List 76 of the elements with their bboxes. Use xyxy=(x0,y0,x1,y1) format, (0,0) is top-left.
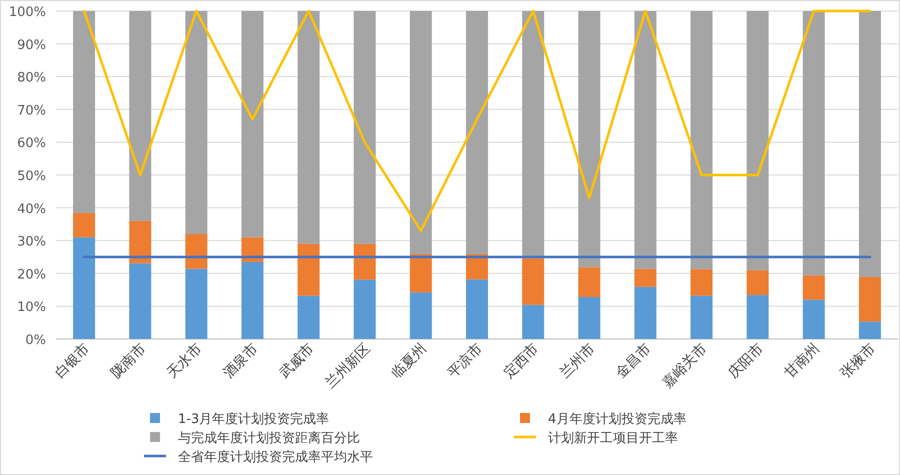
x-tick-label: 平凉市 xyxy=(444,340,486,382)
bar xyxy=(298,296,320,339)
bar xyxy=(578,267,600,298)
bar xyxy=(746,11,769,270)
x-tick-label: 兰州市 xyxy=(557,340,598,382)
bar xyxy=(466,279,488,339)
bar xyxy=(129,263,152,339)
bar xyxy=(634,11,656,269)
bar xyxy=(410,292,432,339)
x-tick-label: 张掖市 xyxy=(838,340,879,382)
bar xyxy=(746,295,769,339)
y-tick-label: 0% xyxy=(25,333,46,348)
x-tick-label: 甘南州 xyxy=(782,340,823,382)
y-tick-label: 20% xyxy=(17,267,46,282)
bar xyxy=(802,11,825,276)
line-series xyxy=(82,10,872,232)
x-tick-label: 陇南市 xyxy=(108,340,150,382)
bar xyxy=(522,304,544,339)
bar xyxy=(185,11,208,234)
y-tick-label: 60% xyxy=(17,136,46,152)
legend-label: 1-3月年度计划投资完成率 xyxy=(178,411,330,427)
bar xyxy=(73,237,96,339)
bar xyxy=(522,258,544,305)
bar xyxy=(466,254,488,280)
x-tick-label: 定西市 xyxy=(500,340,542,382)
bar xyxy=(73,213,96,238)
y-tick-label: 90% xyxy=(17,38,46,53)
y-tick-label: 70% xyxy=(17,103,46,118)
x-tick-label: 武威市 xyxy=(276,340,318,382)
bar xyxy=(298,244,320,296)
bar xyxy=(578,297,600,339)
x-tick-label: 金昌市 xyxy=(613,340,654,382)
bar xyxy=(73,11,96,214)
bar xyxy=(858,322,881,339)
bar xyxy=(410,254,432,292)
x-tick-label: 临夏州 xyxy=(388,340,430,382)
bar xyxy=(802,275,825,300)
bar xyxy=(802,300,825,339)
x-tick-label: 兰州新区 xyxy=(322,340,374,392)
bar xyxy=(746,270,769,296)
bar xyxy=(354,280,376,339)
bar xyxy=(634,268,656,287)
bar xyxy=(129,11,152,221)
bar xyxy=(410,11,432,254)
y-tick-label: 10% xyxy=(17,300,46,316)
bar xyxy=(466,11,488,254)
y-tick-label: 30% xyxy=(17,234,46,250)
y-tick-label: 40% xyxy=(17,202,46,217)
bar xyxy=(129,220,152,264)
y-tick-label: 100% xyxy=(8,5,46,20)
bar xyxy=(578,11,600,268)
legend-label: 计划新开工项目开工率 xyxy=(548,430,678,446)
bar xyxy=(241,11,264,238)
bar xyxy=(858,11,881,278)
bar xyxy=(241,262,264,339)
y-tick-label: 50% xyxy=(17,169,46,184)
x-tick-label: 白银市 xyxy=(52,340,93,382)
x-tick-label: 酒泉市 xyxy=(220,340,262,382)
bar xyxy=(354,11,376,244)
bar xyxy=(858,277,881,322)
legend-label: 4月年度计划投资完成率 xyxy=(548,411,686,427)
bar xyxy=(185,268,208,339)
bar xyxy=(298,11,320,244)
bar xyxy=(354,244,376,280)
legend-label: 与完成年度计划投资距离百分比 xyxy=(178,430,360,446)
x-tick-label: 天水市 xyxy=(164,340,206,382)
bar xyxy=(690,296,713,339)
x-tick-label: 嘉峪关市 xyxy=(659,340,710,392)
x-tick-label: 庆阳市 xyxy=(725,340,766,382)
bar xyxy=(522,11,544,258)
legend-label: 全省年度计划投资完成率平均水平 xyxy=(178,449,373,465)
bar xyxy=(690,269,713,296)
y-tick-label: 80% xyxy=(17,70,46,86)
bar xyxy=(634,286,656,339)
bar xyxy=(690,11,713,270)
bar xyxy=(185,234,208,269)
